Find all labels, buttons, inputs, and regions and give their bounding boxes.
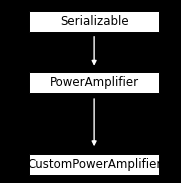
Text: CustomPowerAmplifier: CustomPowerAmplifier (27, 158, 161, 171)
FancyBboxPatch shape (29, 154, 159, 175)
FancyBboxPatch shape (29, 11, 159, 32)
Text: PowerAmplifier: PowerAmplifier (50, 76, 139, 89)
FancyBboxPatch shape (29, 72, 159, 93)
Text: Serializable: Serializable (60, 15, 129, 29)
